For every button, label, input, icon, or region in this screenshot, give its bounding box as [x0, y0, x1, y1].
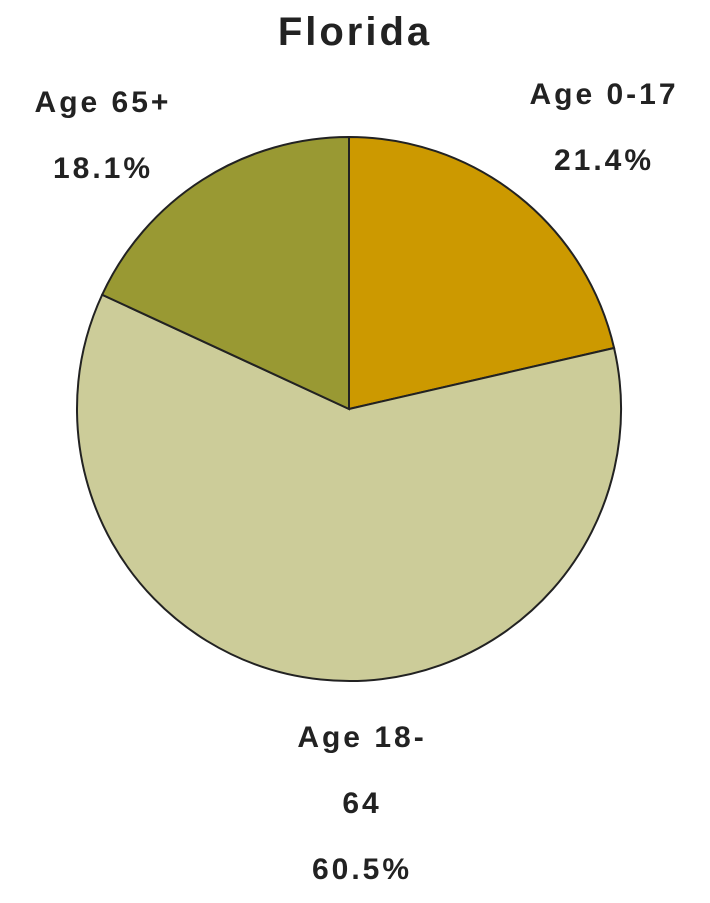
slice-category: Age 0-17 [529, 78, 679, 111]
pie-slice [348, 135, 616, 411]
slice-value: 18.1% [52, 152, 154, 185]
slice-category: Age 18-64 [297, 721, 427, 820]
chart-title: Florida [277, 10, 433, 54]
pie-slice [76, 293, 622, 682]
slice-category: Age 65+ [34, 86, 172, 119]
slice-label: Age 18-64 60.5% [282, 705, 442, 903]
slice-label: Age 65+ 18.1% [10, 70, 196, 202]
slice-value: 60.5% [311, 853, 413, 886]
slice-value: 21.4% [553, 144, 655, 177]
slice-label: Age 0-17 21.4% [514, 62, 694, 194]
pie-slice [100, 135, 350, 411]
